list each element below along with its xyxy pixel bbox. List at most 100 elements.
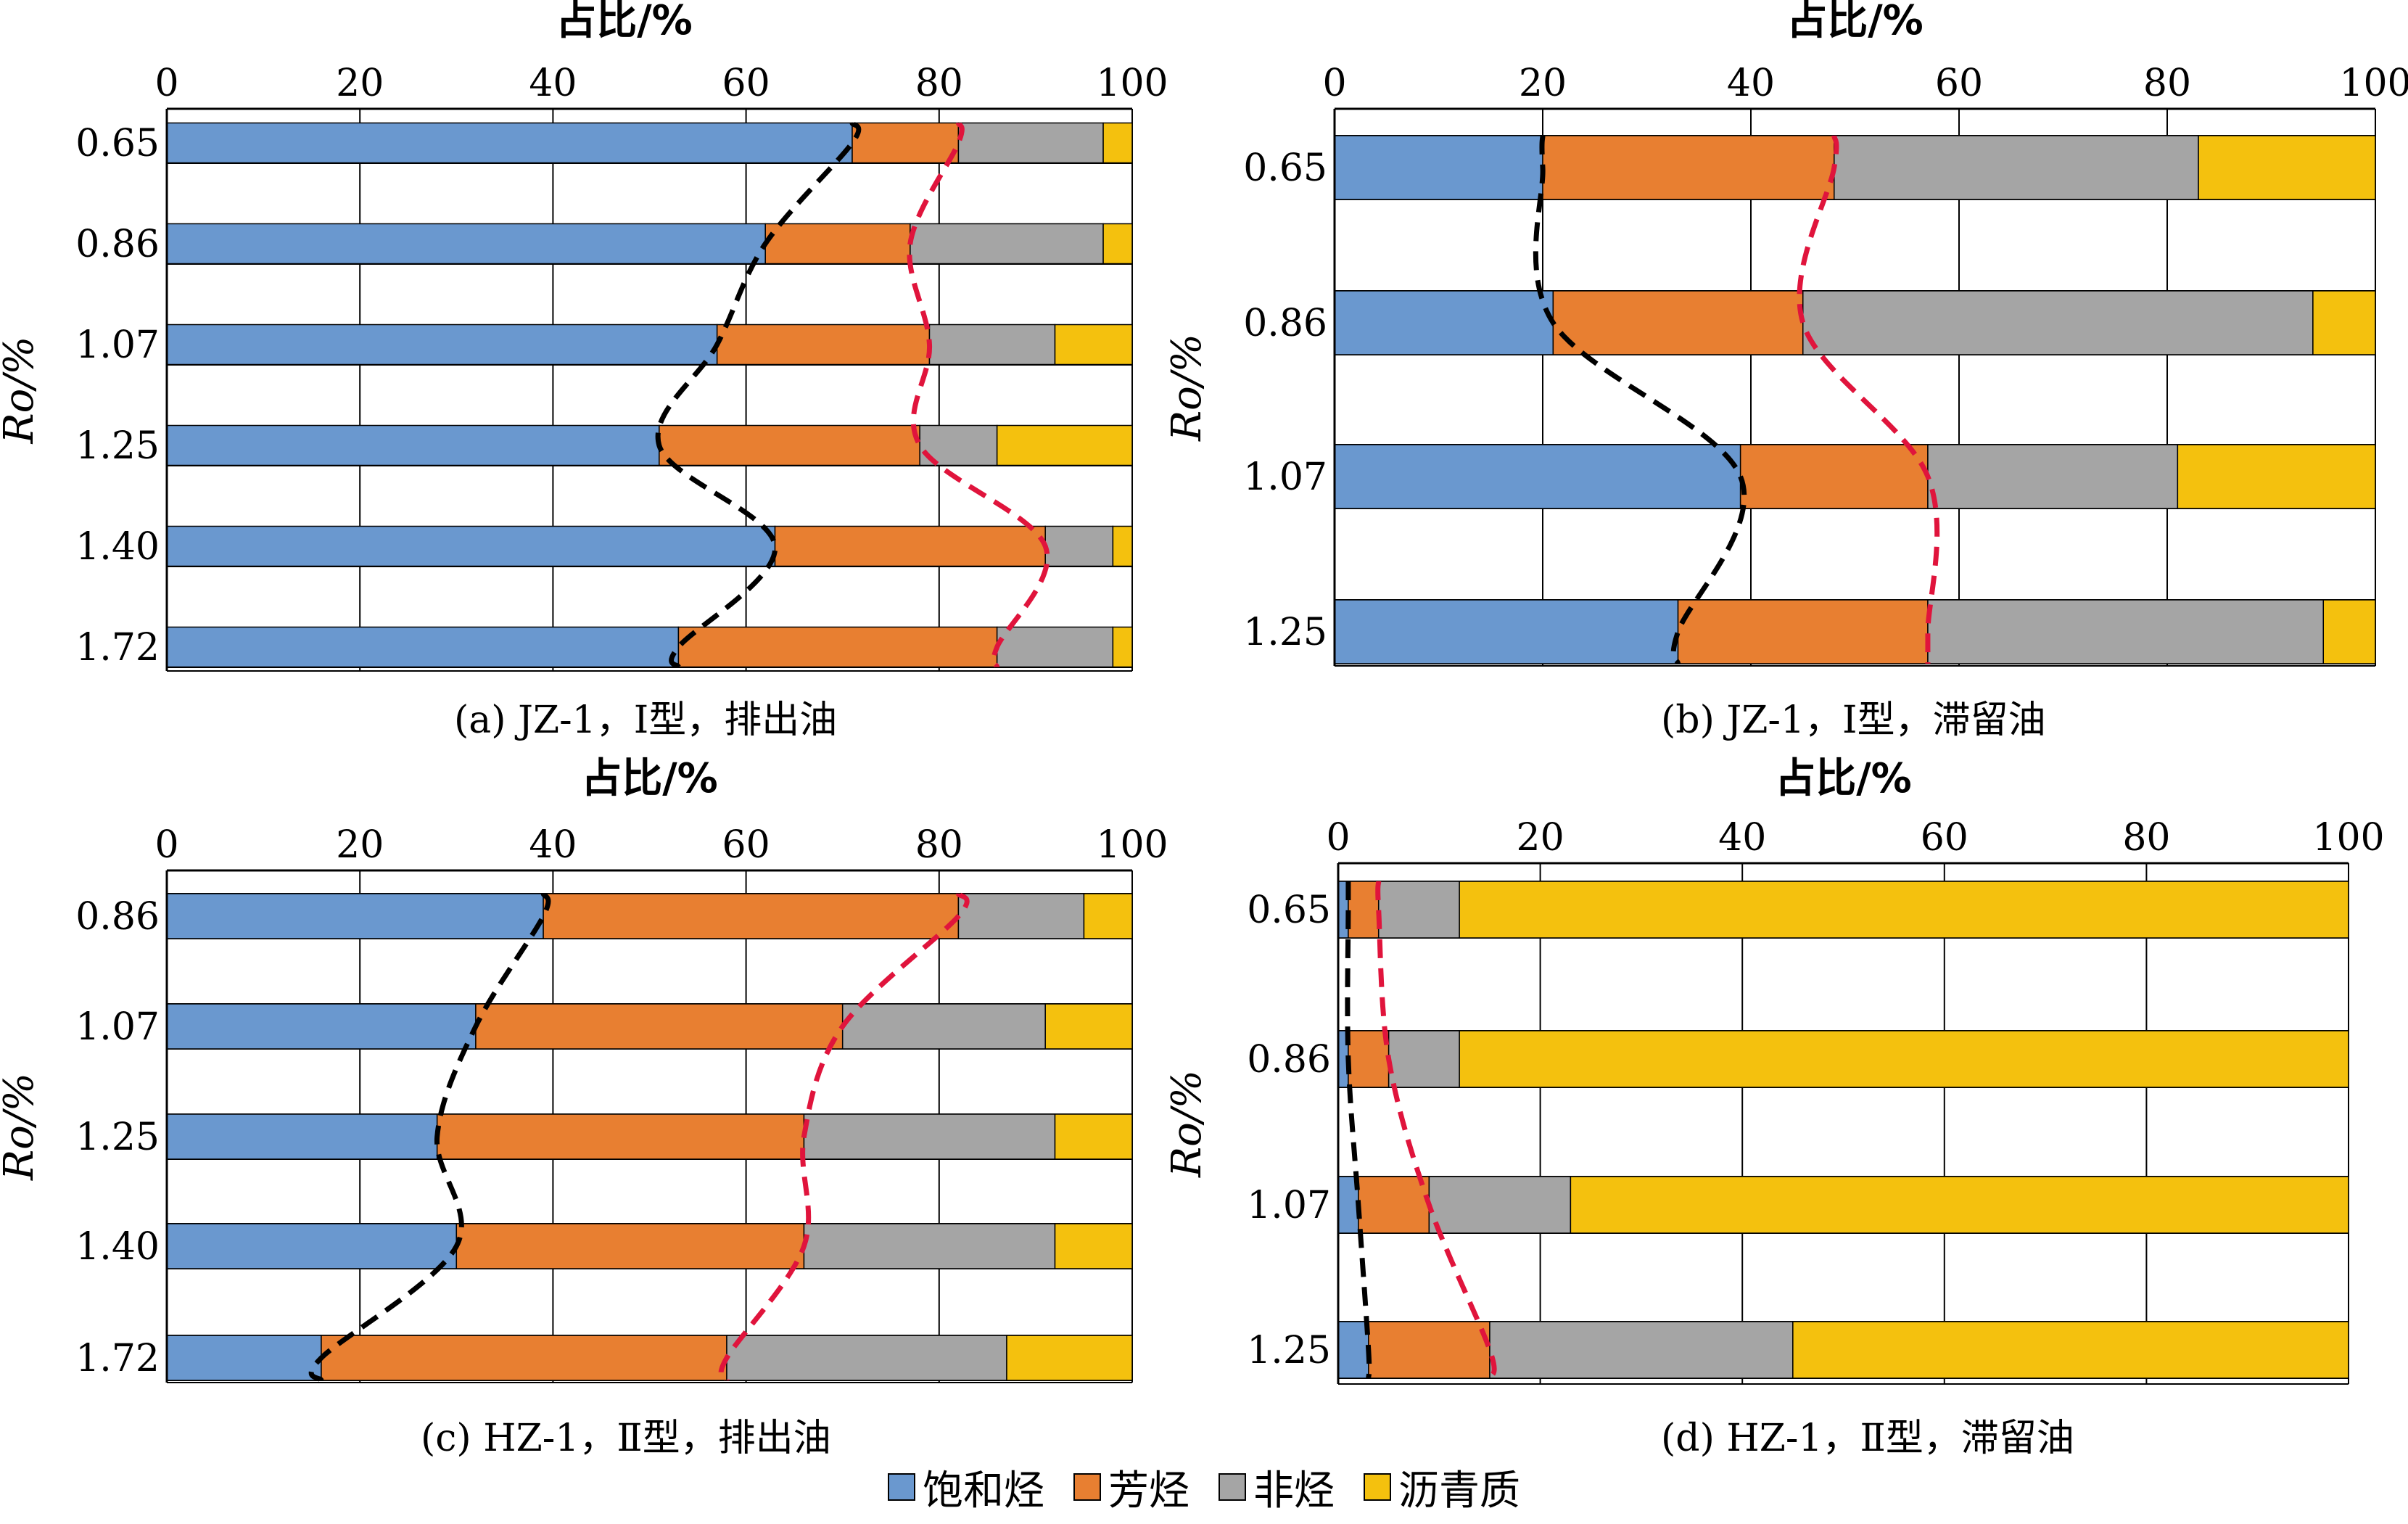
legend-swatch-resins: [1219, 1473, 1246, 1501]
bar-saturates: [166, 525, 776, 567]
panel-a-caption: (a) JZ-1，Ⅰ型，排出油: [454, 699, 838, 742]
bar-aromatics: [659, 424, 920, 466]
y-axis-title: Ro/%: [0, 337, 43, 445]
legend-item-resins: 非烃: [1219, 1458, 1335, 1517]
saturates-trend-line: [655, 121, 862, 669]
x-tick-label: 60: [1935, 62, 1983, 105]
bar-saturates: [1334, 135, 1543, 200]
y-tick-label: 1.07: [1247, 1184, 1331, 1227]
bar-aromatics: [1739, 444, 1929, 509]
y-tick-label: 0.65: [1247, 889, 1331, 932]
x-tick-label: 20: [1517, 816, 1564, 860]
legend-swatch-aromatics: [1073, 1473, 1101, 1501]
bar-resins: [803, 1113, 1056, 1160]
bar-asphaltenes: [2177, 444, 2376, 509]
x-tick-label: 100: [2312, 816, 2384, 860]
x-tick-label: 20: [336, 62, 384, 105]
bar-asphaltenes: [1054, 1223, 1133, 1269]
x-tick-label: 60: [1921, 816, 1968, 860]
x-tick-label: 80: [915, 823, 963, 867]
y-tick-label: 1.07: [75, 1005, 160, 1049]
bar-aromatics: [852, 122, 960, 164]
bar-aromatics: [1677, 599, 1929, 664]
legend-swatch-asphaltenes: [1364, 1473, 1391, 1501]
panel-d-caption: (d) HZ-1，Ⅱ型，滞留油: [1661, 1417, 2074, 1460]
bar-resins: [1377, 881, 1460, 939]
bar-resins: [910, 223, 1104, 265]
x-tick-label: 40: [529, 62, 577, 105]
x-tick-label: 40: [1727, 62, 1775, 105]
bar-aromatics: [1358, 1176, 1430, 1234]
bar-aromatics: [436, 1113, 805, 1160]
chart-panel-d: 0 20 40 60 80 100 0.65 0.86 1.07 1.25 占比/% Ro/%: [1163, 755, 2385, 1385]
bar-resins: [1834, 135, 2199, 200]
bar-asphaltenes: [1054, 1113, 1133, 1160]
bar-asphaltenes: [1112, 525, 1133, 567]
aromatics-trend-line: [718, 892, 970, 1382]
y-tick-label: 0.65: [75, 122, 160, 165]
bar-resins: [957, 122, 1104, 164]
bar-aromatics: [1348, 881, 1380, 939]
legend-label-resins: 非烃: [1253, 1467, 1335, 1515]
bar-asphaltenes: [1459, 1030, 2349, 1088]
legend-label-asphaltenes: 沥青质: [1398, 1467, 1520, 1515]
y-tick-label: 0.65: [1243, 147, 1327, 190]
bar-asphaltenes: [1054, 324, 1133, 366]
bar-saturates: [166, 626, 680, 668]
bar-resins: [1489, 1321, 1794, 1379]
bar-saturates: [166, 424, 660, 466]
bar-asphaltenes: [1044, 1003, 1133, 1050]
bar-asphaltenes: [1083, 893, 1133, 939]
x-tick-label: 20: [1519, 62, 1567, 105]
bar-resins: [1927, 444, 2179, 509]
legend-item-asphaltenes: 沥青质: [1364, 1458, 1520, 1517]
y-tick-label: 1.07: [1243, 456, 1327, 499]
y-tick-label: 1.40: [75, 1225, 160, 1269]
y-tick-label: 1.25: [1243, 611, 1327, 654]
aromatics-trend-line: [1375, 881, 1497, 1379]
bar-aromatics: [543, 893, 960, 939]
y-tick-label: 1.25: [75, 424, 160, 468]
x-tick-label: 0: [1322, 62, 1346, 105]
bar-aromatics: [1348, 1030, 1390, 1088]
bar-asphaltenes: [2198, 135, 2376, 200]
bar-asphaltenes: [1102, 223, 1133, 265]
legend-label-aromatics: 芳烃: [1108, 1467, 1189, 1515]
aromatics-trend-line: [907, 122, 1050, 668]
bar-saturates: [166, 1223, 458, 1269]
y-axis-title: Ro/%: [1163, 1070, 1211, 1178]
x-tick-label: 0: [1326, 816, 1350, 860]
saturates-trend-line: [1533, 135, 1747, 664]
y-tick-label: 0.86: [1243, 302, 1327, 345]
bar-aromatics: [321, 1335, 727, 1381]
bar-asphaltenes: [1792, 1321, 2349, 1379]
legend: 饱和烃 芳烃 非烃 沥青质: [0, 1462, 2408, 1515]
bar-asphaltenes: [2322, 599, 2376, 664]
bar-resins: [803, 1223, 1056, 1269]
chart-panel-b: 0 20 40 60 80 100 0.65 0.86 1.07 1.25 占比/% Ro/%: [1163, 0, 2408, 667]
legend-label-saturates: 饱和烃: [923, 1467, 1044, 1515]
y-tick-label: 1.25: [75, 1116, 160, 1159]
bar-aromatics: [455, 1223, 805, 1269]
x-tick-label: 100: [2339, 62, 2408, 105]
x-tick-label: 60: [722, 62, 770, 105]
bar-saturates: [166, 1003, 477, 1050]
x-tick-label: 0: [154, 823, 178, 867]
bar-asphaltenes: [2312, 290, 2376, 355]
x-tick-label: 80: [2122, 816, 2170, 860]
bar-resins: [957, 893, 1085, 939]
y-tick-label: 1.07: [75, 324, 160, 367]
y-axis-title: Ro/%: [1163, 334, 1211, 442]
bar-resins: [726, 1335, 1007, 1381]
bar-aromatics: [1368, 1321, 1490, 1379]
x-tick-label: 40: [1718, 816, 1766, 860]
panel-b-caption: (b) JZ-1，Ⅰ型，滞留油: [1661, 699, 2046, 742]
bar-asphaltenes: [1102, 122, 1133, 164]
bar-asphaltenes: [1459, 881, 2349, 939]
x-axis-title: 占比/%: [556, 0, 693, 44]
x-tick-label: 100: [1096, 62, 1168, 105]
y-tick-label: 0.86: [75, 223, 160, 266]
bar-resins: [1428, 1176, 1572, 1234]
bar-aromatics: [1552, 290, 1804, 355]
